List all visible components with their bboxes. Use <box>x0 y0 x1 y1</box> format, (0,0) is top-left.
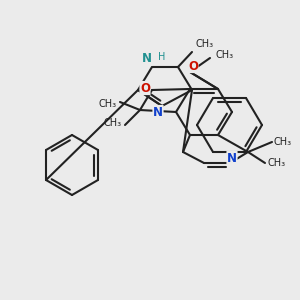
Text: O: O <box>140 82 150 94</box>
Text: N: N <box>142 52 152 65</box>
Text: N: N <box>153 106 163 118</box>
Text: CH₃: CH₃ <box>99 99 117 109</box>
Text: CH₃: CH₃ <box>267 158 285 168</box>
Text: H: H <box>158 52 165 62</box>
Text: CH₃: CH₃ <box>215 50 233 60</box>
Text: N: N <box>227 152 237 164</box>
Text: O: O <box>188 59 198 73</box>
Text: CH₃: CH₃ <box>195 39 213 49</box>
Text: CH₃: CH₃ <box>104 118 122 128</box>
Text: CH₃: CH₃ <box>274 137 292 147</box>
